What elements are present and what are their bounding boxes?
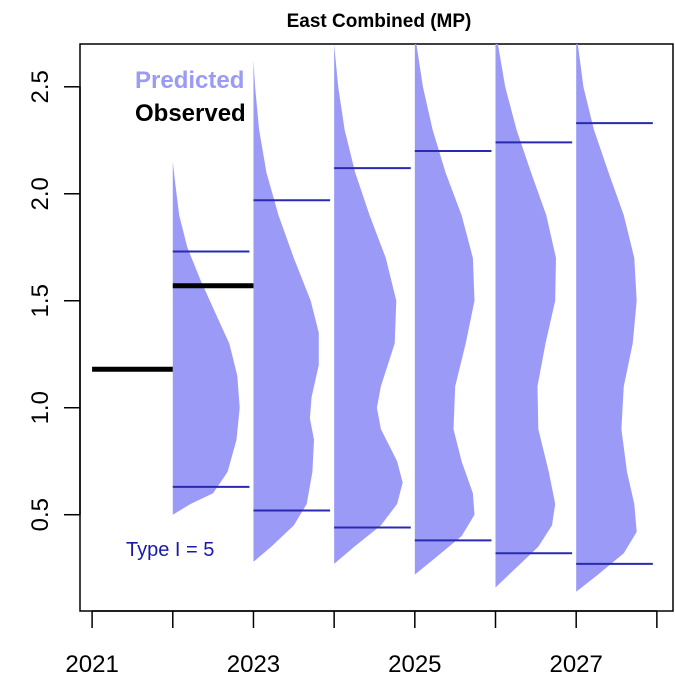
x-tick-label: 2025 [388,651,441,678]
y-tick-label: 1.0 [27,391,54,424]
violin-shape [253,61,319,562]
observed-values [92,283,254,372]
x-axis: 2021 2023 2025 2027 [65,610,658,678]
legend-observed: Observed [135,100,246,127]
violin-2026 [495,44,573,588]
legend-predicted: Predicted [135,67,244,94]
violin-shape [172,161,240,515]
type-one-annotation: Type I = 5 [126,539,214,561]
violin-2027 [576,44,653,592]
violin-2024 [334,44,411,564]
y-axis: 0.5 1.0 1.5 2.0 2.5 [27,70,81,531]
violin-shape [495,44,556,588]
x-tick-label: 2021 [65,651,118,678]
y-tick-label: 2.0 [27,177,54,210]
x-tick-label: 2023 [227,651,280,678]
predicted-distributions [172,44,653,592]
violin-2022 [172,161,250,515]
violin-2023 [253,61,331,562]
x-tick-label: 2027 [549,651,602,678]
violin-shape [414,44,475,575]
violin-shape [334,44,403,564]
violin-shape [576,44,637,592]
y-tick-label: 2.5 [27,70,54,103]
violin-2025 [414,44,492,575]
chart-title: East Combined (MP) [287,11,472,32]
y-tick-label: 1.5 [27,284,54,317]
y-tick-label: 0.5 [27,498,54,531]
